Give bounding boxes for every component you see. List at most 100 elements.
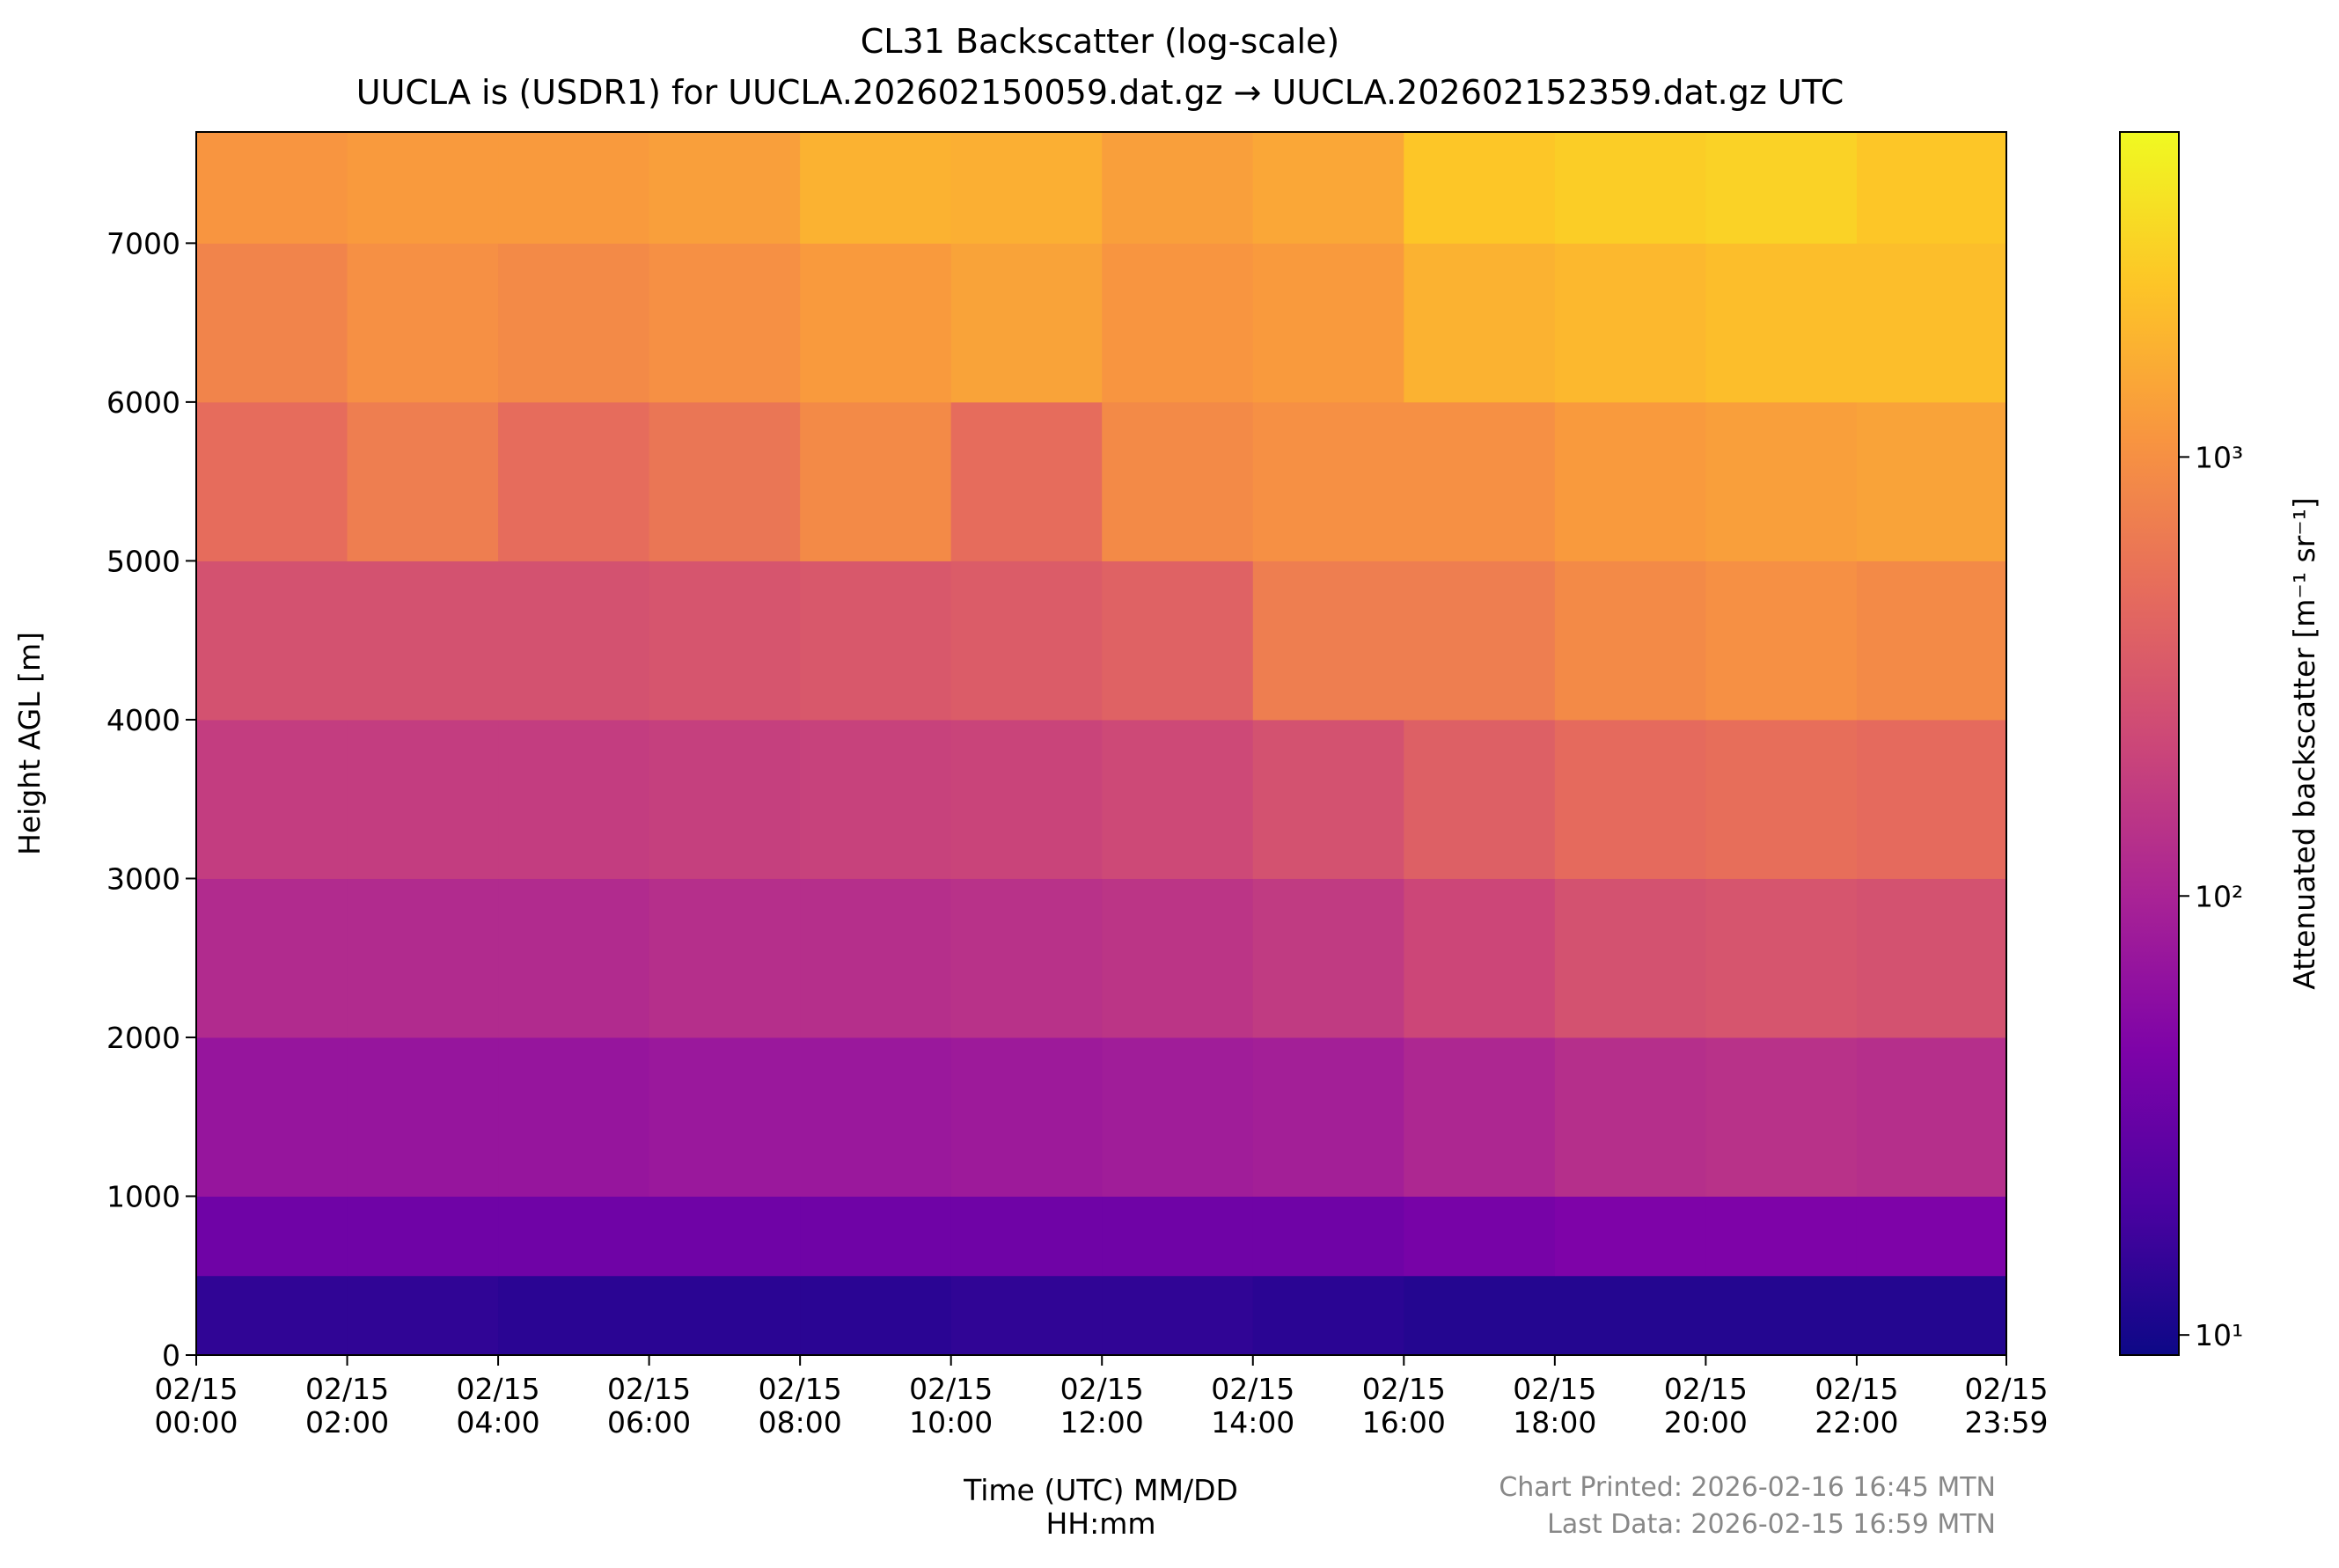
- heatmap-cell: [196, 132, 348, 244]
- footer-last-data: Last Data: 2026-02-15 16:59 MTN: [1547, 1509, 1996, 1540]
- heatmap-cell: [347, 132, 499, 244]
- heatmap-cell: [1252, 1037, 1404, 1197]
- heatmap-cell: [649, 401, 801, 561]
- heatmap-cell: [1856, 243, 2007, 403]
- heatmap-cell: [1705, 878, 1858, 1038]
- heatmap-cell: [800, 719, 952, 879]
- heatmap-cell: [498, 1275, 650, 1356]
- y-tick-label: 7000: [106, 226, 180, 260]
- heatmap-cell: [196, 878, 348, 1038]
- heatmap-cell: [1252, 1275, 1404, 1356]
- heatmap-cell: [347, 401, 499, 561]
- heatmap-cell: [347, 243, 499, 403]
- heatmap-cell: [347, 1196, 499, 1277]
- heatmap-cell: [950, 401, 1103, 561]
- heatmap-cell: [347, 878, 499, 1038]
- heatmap-cell: [1252, 132, 1404, 244]
- heatmap-cell: [498, 878, 650, 1038]
- heatmap-cell: [498, 719, 650, 879]
- colorbar-label: Attenuated backscatter [m⁻¹ sr⁻¹]: [2287, 497, 2321, 990]
- chart-title: CL31 Backscatter (log-scale): [861, 22, 1339, 61]
- y-tick-label: 2000: [106, 1021, 180, 1055]
- heatmap-cell: [950, 132, 1103, 244]
- heatmap-cell: [649, 878, 801, 1038]
- heatmap-cell: [1554, 132, 1706, 244]
- x-tick-label: 02/15 10:00: [909, 1372, 993, 1440]
- y-tick-label: 0: [162, 1338, 180, 1373]
- heatmap-cell: [1252, 719, 1404, 879]
- heatmap-cell: [1252, 878, 1404, 1038]
- heatmap-cell: [1554, 401, 1706, 561]
- heatmap-cell: [196, 1037, 348, 1197]
- heatmap-cell: [1252, 401, 1404, 561]
- x-tick-label: 02/15 06:00: [607, 1372, 691, 1440]
- heatmap-cell: [498, 1196, 650, 1277]
- heatmap-cell: [1404, 878, 1556, 1038]
- heatmap-cell: [950, 1037, 1103, 1197]
- x-tick-label: 02/15 16:00: [1362, 1372, 1446, 1440]
- heatmap-cell: [1554, 719, 1706, 879]
- heatmap-cell: [950, 719, 1103, 879]
- x-tick-label: 02/15 23:59: [1964, 1372, 2048, 1440]
- heatmap-cell: [649, 1037, 801, 1197]
- heatmap-cell: [1856, 1037, 2007, 1197]
- heatmap-cell: [196, 719, 348, 879]
- x-tick-label: 02/15 20:00: [1664, 1372, 1748, 1440]
- heatmap-cell: [1705, 401, 1858, 561]
- heatmap-cell: [1102, 1037, 1254, 1197]
- heatmap-cell: [1705, 1037, 1858, 1197]
- heatmap-cell: [196, 401, 348, 561]
- heatmap-cell: [347, 1275, 499, 1356]
- heatmap-cell: [347, 719, 499, 879]
- heatmap-cell: [1856, 719, 2007, 879]
- heatmap-cell: [1404, 561, 1556, 721]
- heatmap-cell: [950, 1275, 1103, 1356]
- heatmap-cell: [1705, 719, 1858, 879]
- heatmap-cell: [950, 1196, 1103, 1277]
- heatmap-cell: [1856, 561, 2007, 721]
- heatmap-cell: [649, 132, 801, 244]
- heatmap-cell: [1102, 1275, 1254, 1356]
- heatmap-cell: [1102, 401, 1254, 561]
- chart-subtitle: UUCLA is (USDR1) for UUCLA.202602150059.…: [356, 73, 1844, 112]
- heatmap-cell: [498, 1037, 650, 1197]
- heatmap-cell: [800, 132, 952, 244]
- heatmap-cell: [1705, 243, 1858, 403]
- heatmap-cell: [950, 878, 1103, 1038]
- x-tick-label: 02/15 14:00: [1211, 1372, 1294, 1440]
- heatmap-cell: [800, 1196, 952, 1277]
- heatmap-cell: [1856, 1196, 2007, 1277]
- colorbar: [2119, 131, 2180, 1356]
- y-axis-label: Height AGL [m]: [12, 632, 47, 855]
- heatmap-cell: [800, 561, 952, 721]
- x-tick-label: 02/15 04:00: [457, 1372, 540, 1440]
- heatmap-cell: [950, 243, 1103, 403]
- heatmap-cell: [498, 561, 650, 721]
- x-tick-label: 02/15 18:00: [1513, 1372, 1596, 1440]
- y-tick-label: 1000: [106, 1179, 180, 1213]
- heatmap-cell: [649, 1275, 801, 1356]
- heatmap-cell: [196, 561, 348, 721]
- heatmap-cell: [1102, 132, 1254, 244]
- y-tick-label: 3000: [106, 861, 180, 896]
- x-tick-label: 02/15 00:00: [154, 1372, 238, 1440]
- heatmap-cell: [1554, 1196, 1706, 1277]
- heatmap-cell: [1554, 243, 1706, 403]
- heatmap-cell: [649, 561, 801, 721]
- x-tick-label: 02/15 02:00: [305, 1372, 389, 1440]
- heatmap-cell: [1102, 243, 1254, 403]
- heatmap-cell: [1404, 1037, 1556, 1197]
- heatmap-cell: [1856, 132, 2007, 244]
- y-tick-label: 4000: [106, 703, 180, 737]
- heatmap-cell: [1856, 878, 2007, 1038]
- heatmap-cell: [1856, 1275, 2007, 1356]
- heatmap-cell: [1705, 561, 1858, 721]
- x-tick-label: 02/15 22:00: [1815, 1372, 1898, 1440]
- heatmap-cell: [1404, 132, 1556, 244]
- heatmap-cell: [1705, 1196, 1858, 1277]
- heatmap-cell: [196, 1275, 348, 1356]
- heatmap-cell: [196, 1196, 348, 1277]
- heatmap-cell: [1102, 878, 1254, 1038]
- heatmap-cell: [950, 561, 1103, 721]
